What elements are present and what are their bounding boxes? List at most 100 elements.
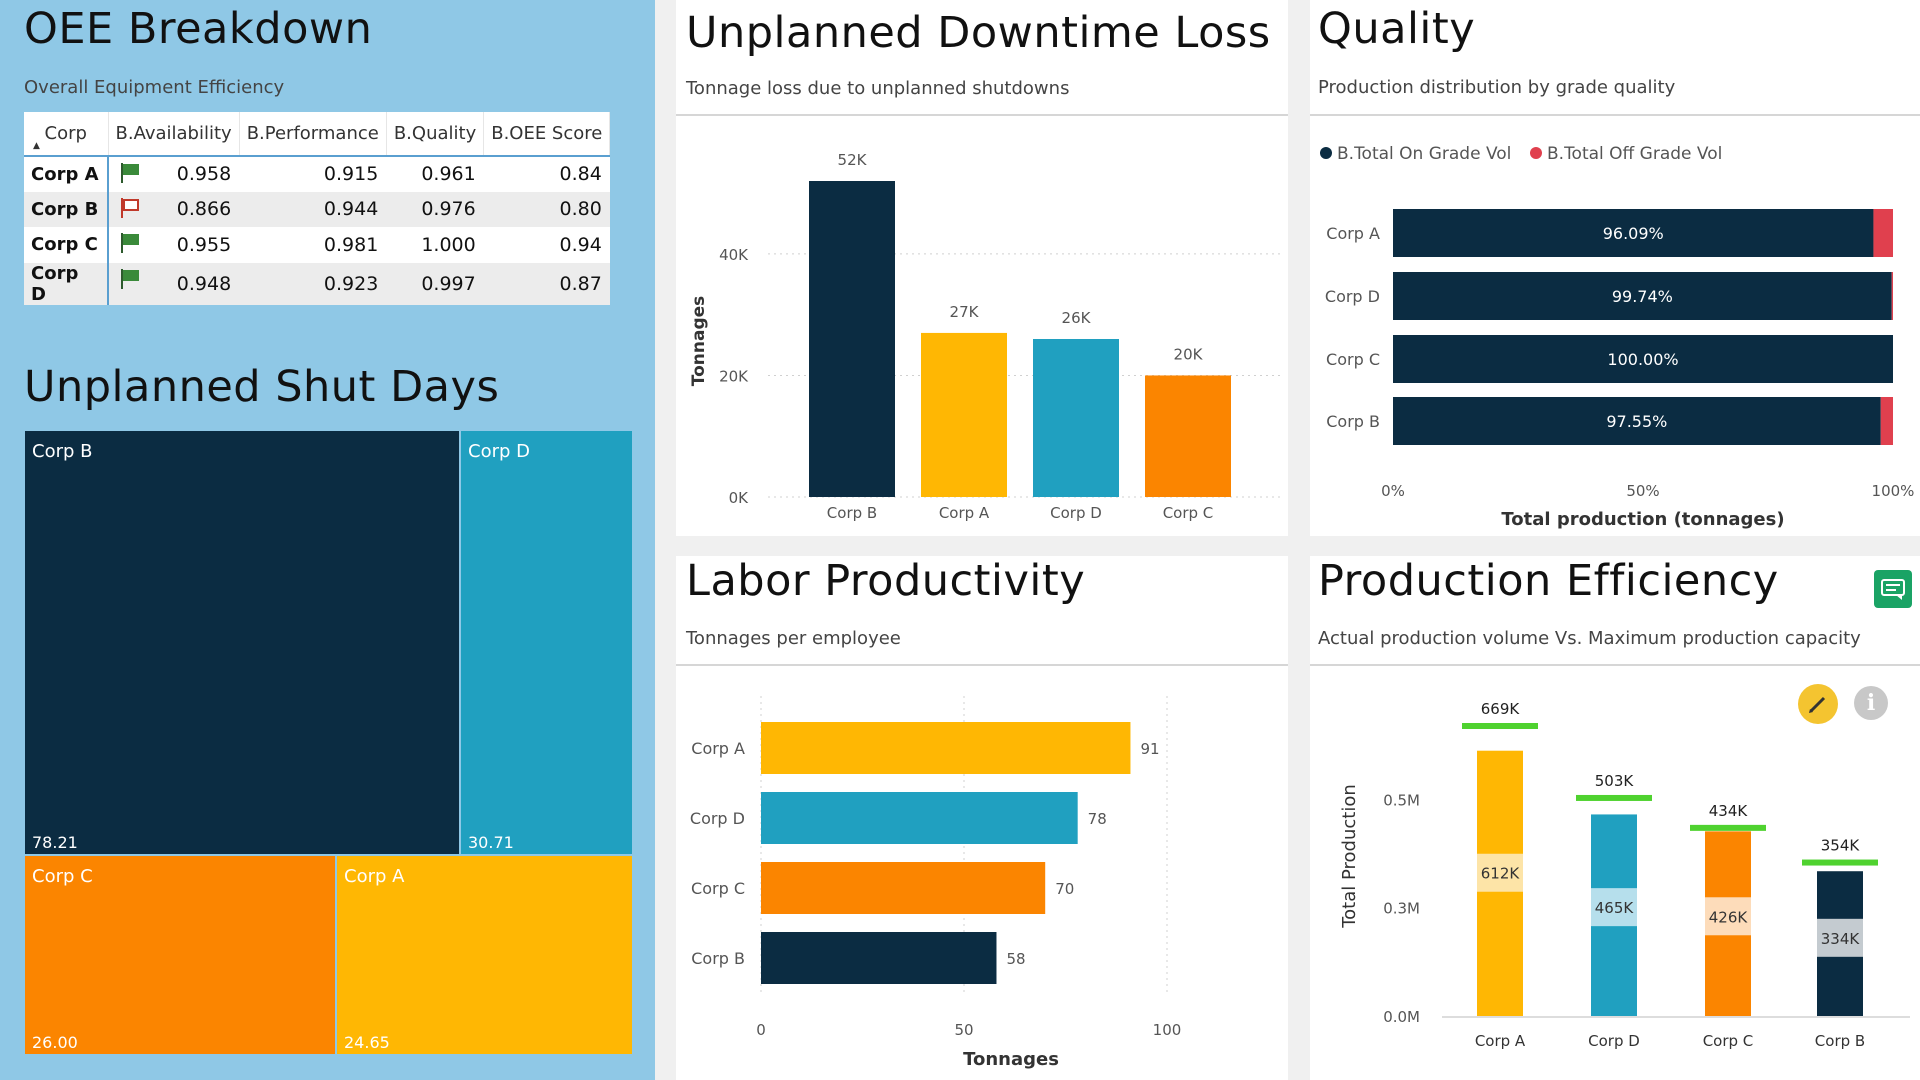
cell-availability: 0.866 — [108, 191, 240, 227]
capacity-label: 669K — [1481, 700, 1521, 718]
y-tick-label: 40K — [719, 246, 749, 264]
bar-on-grade — [1393, 335, 1893, 383]
divider — [676, 114, 1288, 116]
downtime-subtitle: Tonnage loss due to unplanned shutdowns — [686, 78, 1070, 99]
x-tick-label: Corp D — [1588, 1032, 1640, 1050]
col-header-performance[interactable]: B.Performance — [239, 112, 387, 157]
y-tick-label: 20K — [719, 367, 749, 385]
legend-label: B.Total Off Grade Vol — [1547, 144, 1722, 164]
y-tick-label: Corp B — [1326, 412, 1380, 431]
info-icon[interactable]: i — [1854, 686, 1888, 720]
x-tick-label: 50% — [1626, 482, 1659, 500]
tile-label: Corp C — [32, 866, 93, 887]
bar — [1145, 375, 1231, 497]
x-tick-label: 0% — [1381, 482, 1405, 500]
data-label: 70 — [1055, 880, 1074, 898]
oee-title: OEE Breakdown — [24, 4, 373, 54]
legend-swatch — [1530, 147, 1542, 159]
y-tick-label: Corp D — [690, 809, 745, 828]
y-tick-label: Corp D — [1325, 287, 1380, 306]
data-label: 465K — [1595, 899, 1635, 917]
cell-oee-score: 0.87 — [483, 262, 610, 305]
capacity-label: 434K — [1709, 802, 1749, 820]
col-header-oee-score[interactable]: B.OEE Score — [483, 112, 611, 157]
labor-panel: Labor Productivity Tonnages per employee… — [676, 556, 1288, 1080]
cell-quality: 0.961 — [421, 163, 476, 186]
x-axis-label: Total production (tonnages) — [1501, 509, 1784, 530]
treemap-tile-corp-b[interactable]: Corp B 78.21 — [24, 430, 460, 855]
data-label: 91 — [1140, 740, 1159, 758]
capacity-marker — [1802, 859, 1878, 866]
comment-icon[interactable] — [1874, 570, 1912, 608]
x-tick-label: Corp A — [939, 504, 990, 522]
flag-outline-icon — [121, 197, 139, 218]
cell-availability: 0.948 — [108, 262, 240, 305]
cell-performance: 0.981 — [323, 233, 379, 256]
data-label: 52K — [838, 151, 868, 169]
col-header-corp[interactable]: Corp ▲ — [24, 112, 109, 157]
bar-off-grade — [1873, 209, 1893, 257]
table-row[interactable]: Corp A 0.958 0.915 0.961 0.84 — [24, 156, 610, 192]
bar-off-grade — [1880, 397, 1893, 445]
downtime-title: Unplanned Downtime Loss — [686, 8, 1271, 58]
y-tick-label: Corp C — [691, 879, 745, 898]
cell-performance: 0.915 — [323, 163, 379, 186]
cell-availability: 0.958 — [108, 156, 239, 192]
quality-panel: Quality Production distribution by grade… — [1310, 0, 1920, 536]
data-label: 20K — [1174, 345, 1204, 363]
value-label-band — [1591, 888, 1637, 927]
y-tick-label: Corp A — [1326, 224, 1380, 243]
value-label-band — [1817, 918, 1863, 957]
cell-performance: 0.944 — [239, 191, 387, 227]
legend-swatch — [1320, 147, 1332, 159]
bar — [809, 181, 895, 497]
downtime-panel: Unplanned Downtime Loss Tonnage loss due… — [676, 0, 1288, 536]
cell-performance: 0.923 — [239, 262, 387, 305]
y-tick-label: Corp C — [1326, 350, 1380, 369]
table-row[interactable]: Corp D 0.948 0.923 0.997 0.87 — [24, 262, 610, 305]
flag-icon — [121, 268, 139, 289]
value-label-band — [1477, 853, 1523, 892]
x-axis-label: Tonnages — [963, 1049, 1059, 1070]
divider — [676, 664, 1288, 666]
treemap-tile-corp-c[interactable]: Corp C 26.00 — [24, 855, 336, 1055]
bar-on-grade — [1393, 272, 1892, 320]
divider — [1310, 664, 1920, 666]
cell-quality: 0.997 — [386, 262, 484, 305]
labor-chart: 0 50 100 Corp A 91 Corp D 78 Corp C 70 Corp B 58 To… — [690, 696, 1182, 1070]
y-tick-label: 0.3M — [1383, 900, 1420, 918]
treemap-tile-corp-a[interactable]: Corp A 24.65 — [336, 855, 633, 1055]
labor-title: Labor Productivity — [686, 556, 1086, 606]
data-label: 96.09% — [1603, 224, 1664, 243]
col-header-quality[interactable]: B.Quality — [386, 112, 485, 157]
flag-icon — [121, 163, 139, 183]
tile-label: Corp A — [344, 866, 405, 887]
cell-oee-score: 0.84 — [559, 163, 602, 186]
treemap: Corp B 78.21 Corp D 30.71 Corp C 26.00 C… — [24, 430, 633, 1055]
treemap-tile-corp-d[interactable]: Corp D 30.71 — [460, 430, 633, 855]
data-label: 334K — [1821, 930, 1861, 948]
x-tick-label: 100 — [1153, 1021, 1182, 1039]
capacity-marker — [1576, 794, 1652, 801]
bar — [761, 792, 1078, 844]
cell-corp: Corp B — [24, 191, 109, 227]
data-label: 58 — [1006, 950, 1025, 968]
data-label: 97.55% — [1606, 412, 1667, 431]
quality-subtitle: Production distribution by grade quality — [1318, 77, 1676, 98]
value-label-band — [1705, 897, 1751, 936]
oee-table: Corp ▲ B.Availability B.Performance B.Qua… — [24, 112, 611, 305]
capacity-label: 354K — [1821, 837, 1861, 855]
pencil-icon[interactable] — [1798, 684, 1838, 724]
downtime-chart: 0K 20K 40K Tonnages 52K Corp B 27K Corp A 26K Cor… — [689, 151, 1282, 522]
tile-value: 26.00 — [32, 1033, 78, 1052]
cell-corp: Corp C — [24, 227, 109, 263]
table-row[interactable]: Corp B 0.866 0.944 0.976 0.80 — [24, 191, 610, 227]
table-row[interactable]: Corp C 0.955 0.981 1.000 0.94 — [24, 227, 610, 263]
col-header-availability[interactable]: B.Availability — [108, 112, 240, 157]
capacity-label: 503K — [1595, 772, 1635, 790]
cell-quality: 1.000 — [421, 233, 476, 256]
cell-quality: 0.976 — [386, 191, 484, 227]
cell-corp: Corp A — [24, 156, 109, 192]
bar — [761, 862, 1046, 914]
x-tick-label: Corp D — [1050, 504, 1102, 522]
